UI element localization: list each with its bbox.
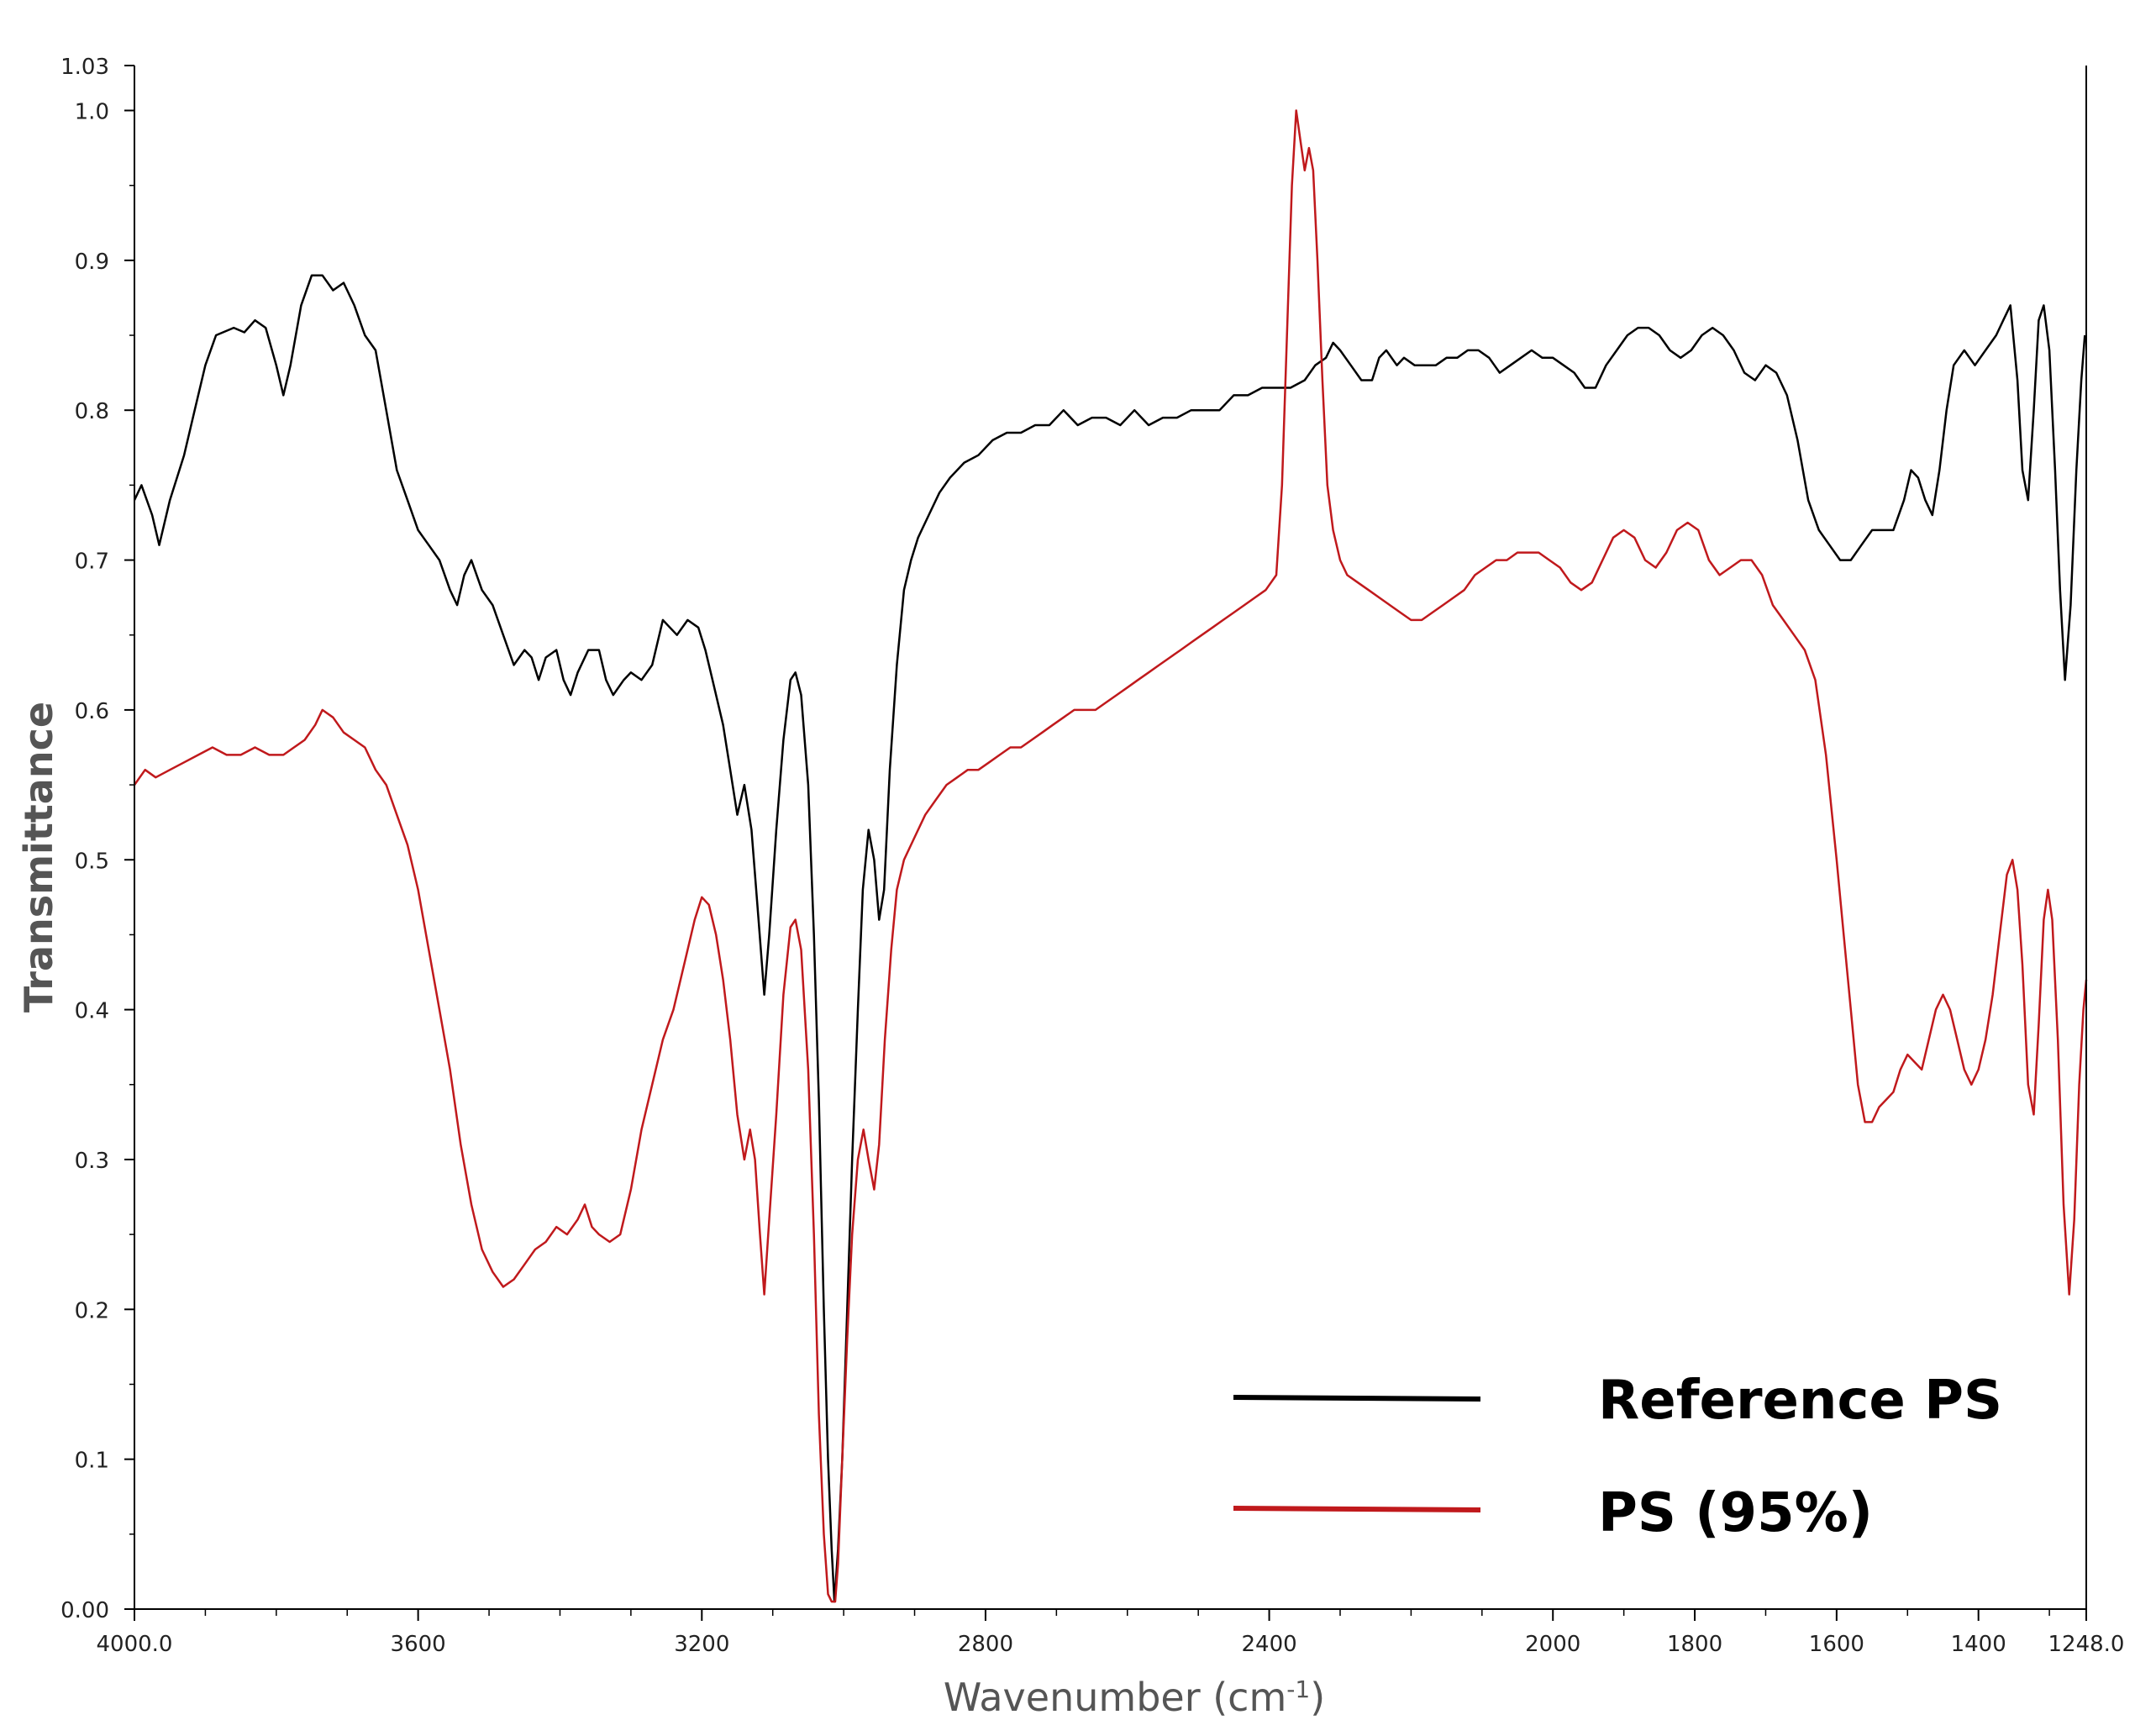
x-tick-label-4000-0: 4000.0 [97, 1632, 173, 1657]
x-tick-label-2800: 2800 [958, 1632, 1013, 1657]
y-tick-label-0-5: 0.5 [75, 849, 109, 874]
y-tick-label-0-8: 0.8 [75, 399, 109, 424]
x-tick-label-1600: 1600 [1809, 1632, 1864, 1657]
legend-label-reference-ps: Reference PS [1598, 1370, 2002, 1432]
legend: Reference PS PS (95%) [1233, 1370, 2002, 1544]
x-tick-label-3200: 3200 [674, 1632, 729, 1657]
y-tick-label-0-2: 0.2 [75, 1298, 109, 1323]
series-line-reference-ps [133, 274, 2086, 1603]
x-tick-label-1248-0: 1248.0 [2048, 1632, 2125, 1657]
x-tick-label-1400: 1400 [1951, 1632, 2006, 1657]
series-line-ps-95 [133, 109, 2088, 1603]
y-tick-label-0-6: 0.6 [75, 699, 109, 724]
x-tick-label-1800: 1800 [1667, 1632, 1722, 1657]
plot-area [133, 109, 2088, 1603]
y-axis-title: Transmittance [16, 702, 61, 1013]
x-tick-label-2000: 2000 [1525, 1632, 1580, 1657]
y-tick-label-0-00: 0.00 [60, 1598, 109, 1623]
y-tick-label-0-7: 0.7 [75, 550, 109, 575]
x-tick-label-2400: 2400 [1241, 1632, 1296, 1657]
y-tick-label-0-9: 0.9 [75, 250, 109, 275]
x-tick-label-3600: 3600 [391, 1632, 446, 1657]
x-axis-title-superscript: -1 [1286, 1675, 1310, 1703]
y-tick-label-0-3: 0.3 [75, 1149, 109, 1174]
y-tick-label-1-0: 1.0 [75, 100, 109, 125]
x-axis-title-main: Wavenumber (cm [944, 1675, 1286, 1720]
x-axis-title-close: ) [1310, 1675, 1325, 1720]
y-tick-label-0-4: 0.4 [75, 999, 109, 1024]
y-tick-label-1-03: 1.03 [60, 55, 109, 80]
x-axis: 4000.0 3600 3200 2800 2400 2000 1800 1600 1400 12… [97, 66, 2125, 1657]
y-axis: 0.00 0.1 0.2 0.3 0.4 0.5 0.6 0.7 0.8 0.9 1.0 1.03 [60, 55, 135, 1623]
x-axis-title: Wavenumber (cm-1) [944, 1675, 1325, 1720]
legend-swatch-ps-95 [1233, 1506, 1481, 1512]
legend-swatch-reference-ps [1233, 1395, 1481, 1402]
y-tick-label-0-1: 0.1 [75, 1449, 109, 1474]
legend-label-ps-95: PS (95%) [1598, 1482, 1873, 1544]
